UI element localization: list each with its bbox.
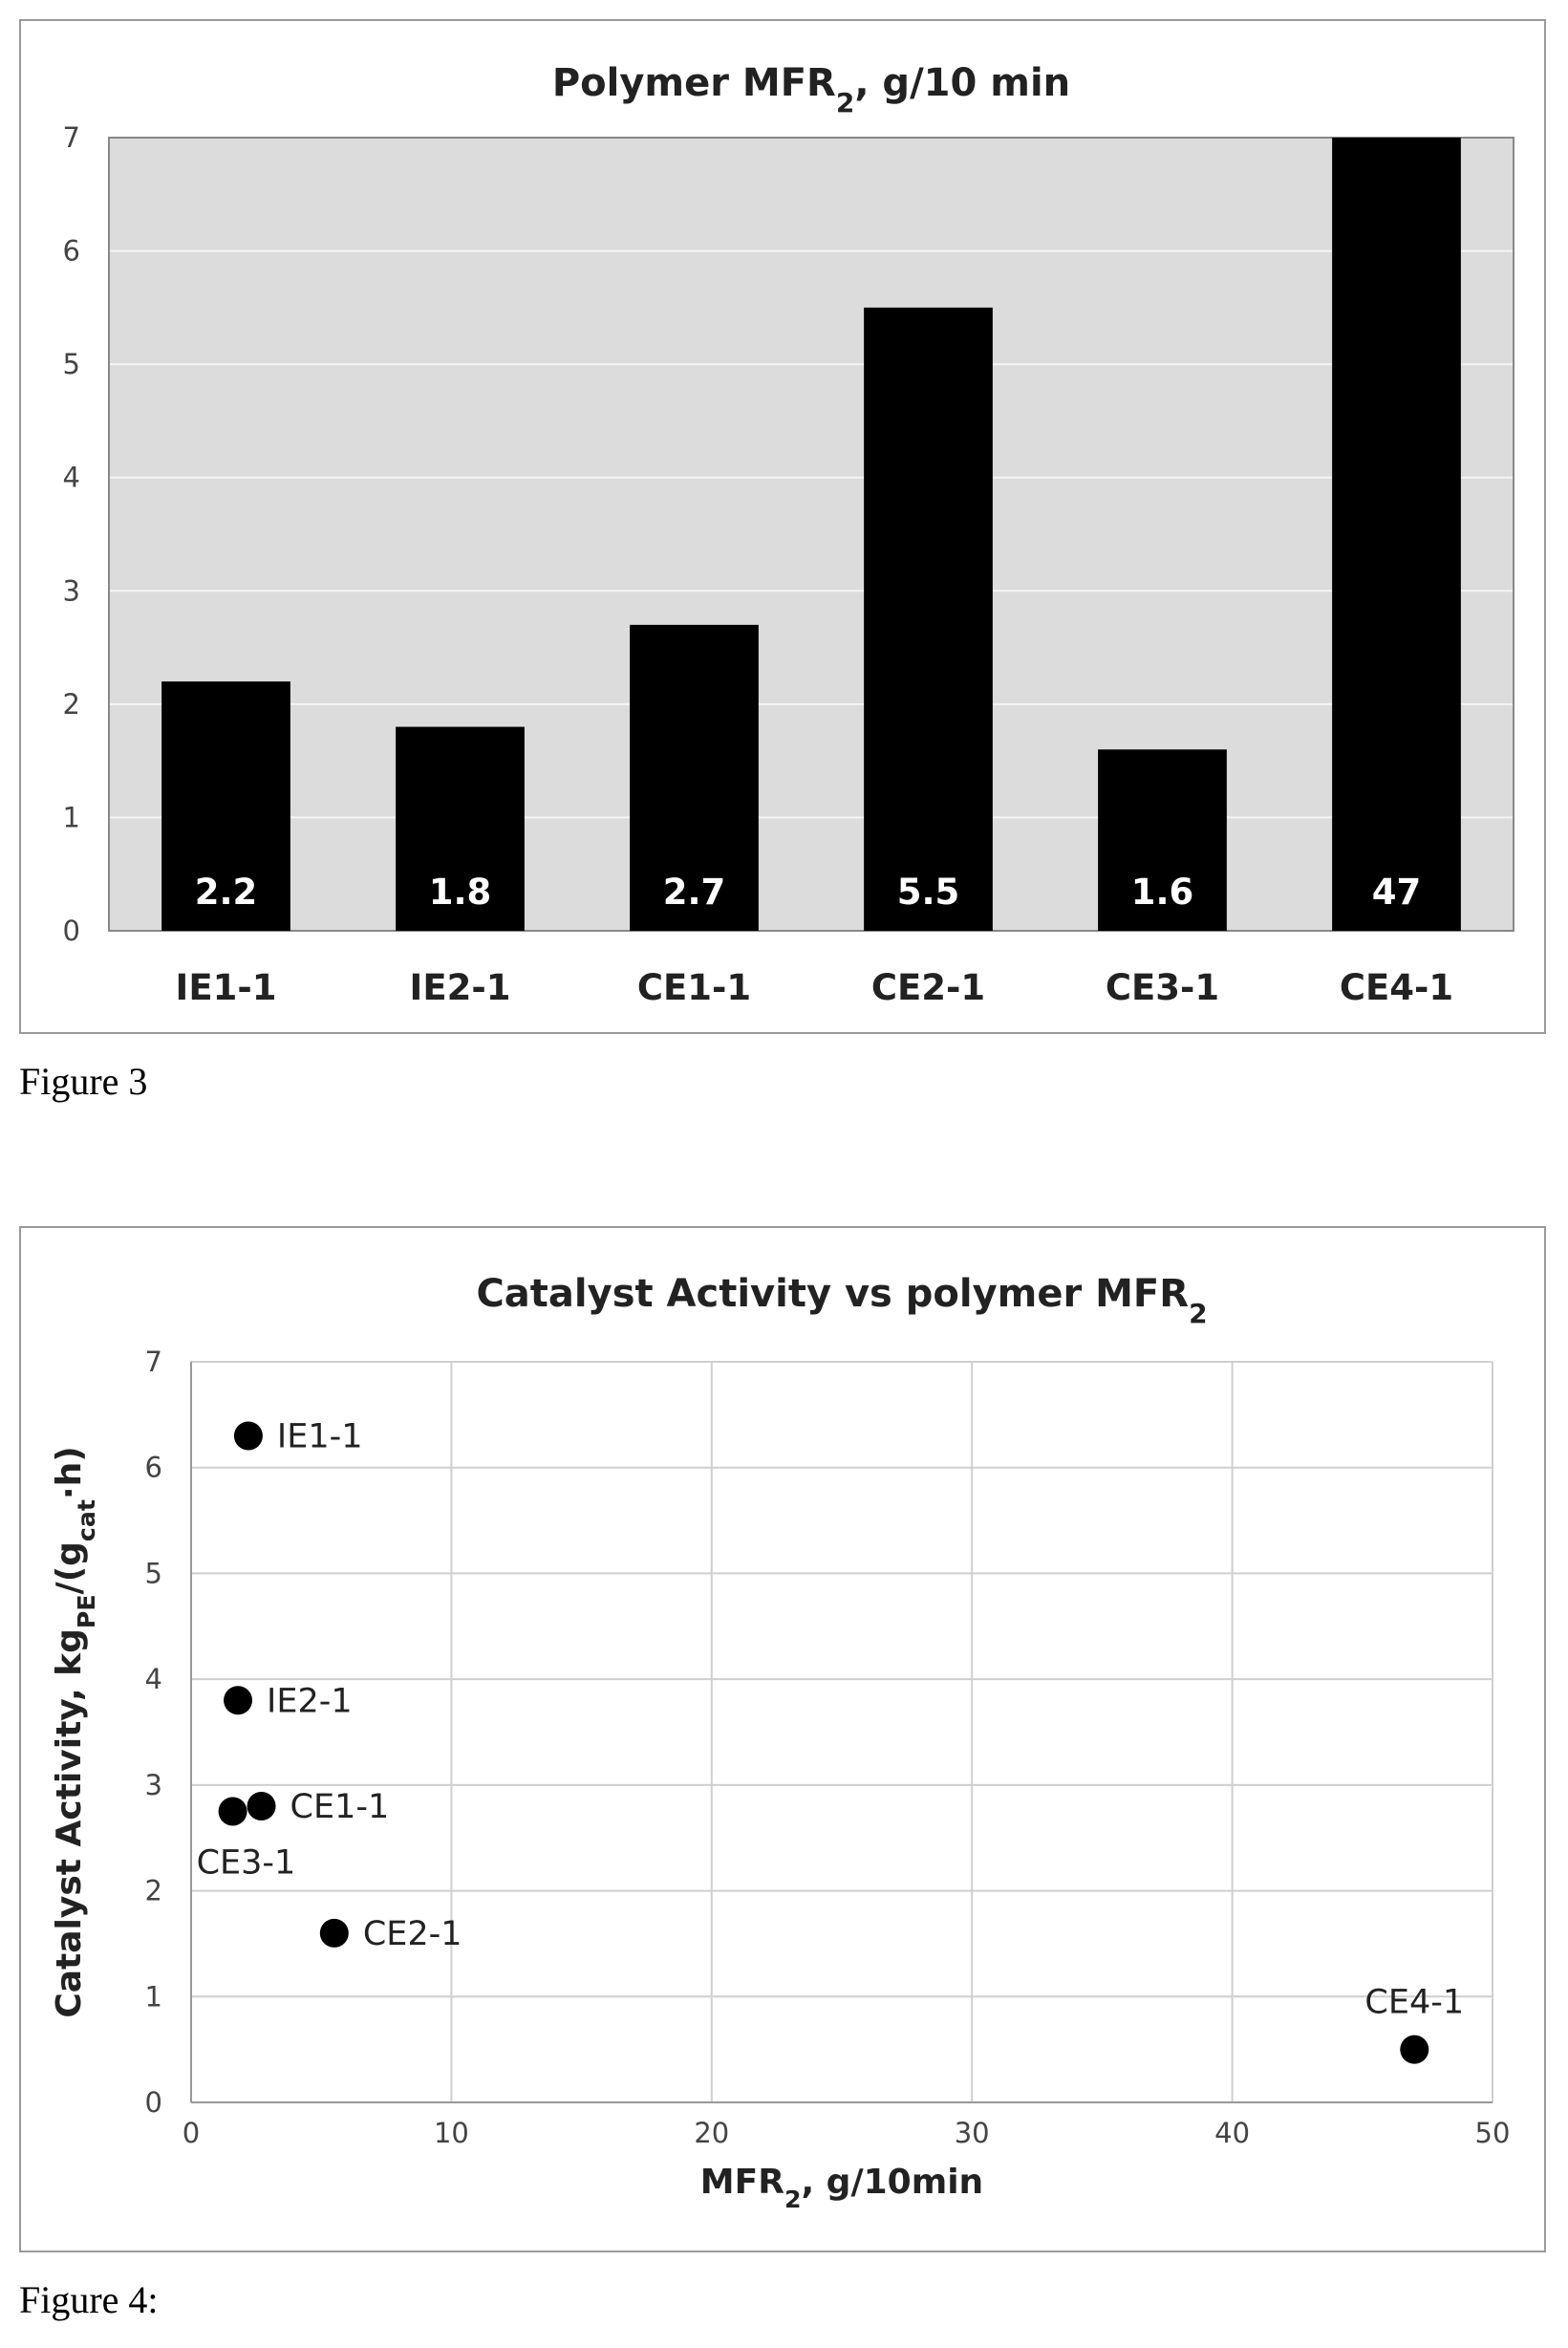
plot-area	[109, 138, 1514, 931]
data-point	[218, 1797, 247, 1826]
bar-value-label: 1.8	[429, 872, 492, 913]
point-label: IE1-1	[277, 1418, 363, 1456]
y-tick-label: 4	[63, 462, 80, 494]
category-label: IE1-1	[176, 967, 277, 1008]
figure-4-chart-frame: 0 1 2 3 4 5 6 7 0 10 20 30 40 50 IE1-1 IE2-1 CE1-1 CE3-1 C…	[19, 1226, 1546, 2252]
bar	[161, 681, 290, 931]
y-tick-label: 3	[145, 1769, 162, 1801]
data-point	[1400, 2035, 1429, 2064]
bar-value-label: 2.2	[195, 872, 258, 913]
x-tick-label: 50	[1475, 2117, 1511, 2149]
figure-3-chart-frame: 0 1 2 3 4 5 6 7 2.2 IE1-1 1.8 IE2-1 2.7 CE1-1 5.5 CE2-1…	[19, 19, 1546, 1034]
y-tick-label: 0	[63, 915, 80, 947]
point-label: CE4-1	[1364, 1984, 1464, 2022]
data-point	[319, 1918, 349, 1948]
plot-border	[108, 137, 1514, 932]
y-tick-label: 5	[63, 348, 80, 380]
bar	[396, 726, 525, 931]
point-label: CE3-1	[197, 1844, 296, 1883]
chart-title: Polymer MFR2, g/10 min	[552, 61, 1070, 118]
x-tick-label: 30	[955, 2117, 990, 2149]
bar	[630, 624, 759, 931]
category-label: CE1-1	[637, 967, 751, 1008]
data-point	[247, 1792, 276, 1820]
bar-chart: 0 1 2 3 4 5 6 7 2.2 IE1-1 1.8 IE2-1 2.7 CE1-1 5.5 CE2-1…	[63, 61, 1514, 1008]
bar-value-label: 2.7	[663, 872, 726, 913]
point-label: CE2-1	[363, 1915, 462, 1953]
x-axis-title: MFR2, g/10min	[700, 2163, 983, 2213]
y-tick-label: 0	[145, 2086, 162, 2119]
x-tick-label: 0	[183, 2117, 200, 2149]
point-label: IE2-1	[267, 1682, 353, 1720]
y-axis-title: Catalyst Activity, kgPE/(gcat·h)	[50, 1446, 100, 2017]
y-tick-label: 2	[63, 688, 80, 721]
y-tick-label: 3	[63, 574, 80, 607]
y-tick-label: 1	[63, 801, 80, 833]
y-tick-label: 1	[145, 1980, 162, 2013]
category-label: CE2-1	[871, 967, 985, 1008]
x-tick-label: 20	[694, 2117, 729, 2149]
category-label: CE3-1	[1106, 967, 1219, 1008]
chart-title: Catalyst Activity vs polymer MFR2	[476, 1272, 1207, 1329]
y-tick-label: 6	[63, 235, 80, 268]
y-tick-label: 7	[63, 121, 80, 154]
y-tick-label: 6	[145, 1452, 162, 1484]
scatter-chart: 0 1 2 3 4 5 6 7 0 10 20 30 40 50 IE1-1 IE2-1 CE1-1 CE3-1 C…	[50, 1272, 1511, 2213]
category-label: CE4-1	[1340, 967, 1453, 1008]
bar-value-label: 47	[1372, 872, 1422, 913]
y-tick-label: 7	[145, 1346, 162, 1378]
bar	[1332, 138, 1461, 931]
y-tick-label: 5	[145, 1557, 162, 1589]
bar	[1098, 749, 1227, 931]
y-tick-label: 2	[145, 1875, 162, 1907]
bar-value-label: 5.5	[897, 872, 960, 913]
bar-value-label: 1.6	[1131, 872, 1194, 913]
y-tick-label: 4	[145, 1663, 162, 1695]
x-tick-label: 40	[1214, 2117, 1250, 2149]
x-tick-label: 10	[434, 2117, 469, 2149]
point-label: CE1-1	[290, 1788, 390, 1826]
figure-4-caption: Figure 4:	[19, 2278, 159, 2321]
data-point	[233, 1421, 263, 1451]
figure-3-caption: Figure 3	[19, 1060, 148, 1103]
data-point	[224, 1686, 253, 1715]
category-label: IE2-1	[410, 967, 511, 1008]
bar	[864, 307, 993, 931]
